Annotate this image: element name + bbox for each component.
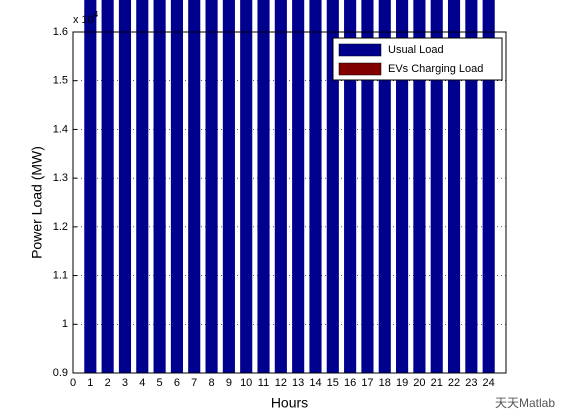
bar-segment [396, 0, 409, 373]
bar-segment [170, 0, 183, 374]
x-tick-label: 0 [70, 377, 76, 389]
bar-segment [84, 0, 97, 374]
bar-segment [222, 0, 235, 374]
watermark: 天天Matlab [495, 396, 555, 410]
x-tick-label: 4 [139, 377, 145, 389]
bar-segment [240, 0, 253, 373]
bar-segment [309, 0, 322, 373]
bar-segment [153, 0, 166, 373]
x-tick-label: 16 [344, 377, 356, 389]
x-tick-label: 10 [240, 377, 252, 389]
x-tick-label: 11 [258, 377, 269, 389]
x-tick-label: 1 [87, 377, 93, 389]
x-tick-label: 20 [413, 377, 425, 389]
bar-segment [378, 0, 391, 373]
x-tick-label: 18 [379, 377, 391, 389]
bar-segment [136, 0, 149, 373]
legend-swatch [338, 62, 382, 76]
bar-segment [430, 0, 443, 373]
x-tick-label: 23 [465, 377, 477, 389]
legend-swatch [338, 43, 382, 57]
x-tick-label: 6 [174, 377, 180, 389]
bar-segment [257, 0, 270, 373]
bar-segment [326, 0, 339, 373]
x-tick-label: 13 [292, 377, 304, 389]
x-tick-label: 24 [483, 377, 495, 389]
bar-segment [188, 0, 201, 373]
bar-segment [413, 0, 426, 373]
bar-segment [292, 0, 305, 373]
bar-segment [447, 0, 461, 373]
y-multiplier-exponent: 4 [94, 10, 99, 19]
x-tick-label: 2 [105, 377, 111, 389]
bar-segment [118, 0, 132, 373]
y-tick-label: 1.1 [53, 269, 68, 281]
x-axis-label: Hours [271, 395, 308, 411]
x-tick-label: 8 [208, 377, 214, 389]
y-tick-label: 1.5 [53, 75, 68, 87]
legend-label: EVs Charging Load [388, 63, 483, 75]
x-tick-label: 3 [122, 377, 128, 389]
y-tick-label: 1.2 [53, 221, 68, 233]
y-tick-label: 0.9 [53, 367, 68, 379]
x-tick-label: 14 [309, 377, 321, 389]
bar-segment [101, 0, 114, 373]
bar-segment [361, 0, 374, 374]
bar-segment [344, 0, 357, 373]
x-tick-label: 19 [396, 377, 408, 389]
y-axis-label: Power Load (MW) [29, 146, 45, 259]
legend-label: Usual Load [388, 44, 444, 56]
x-tick-label: 12 [275, 377, 287, 389]
y-tick-label: 1.4 [53, 123, 68, 135]
x-tick-label: 21 [431, 377, 443, 389]
plot-frame [72, 31, 507, 374]
x-tick-label: 22 [448, 377, 460, 389]
bar-segment [482, 0, 495, 374]
y-tick-label: 1.3 [53, 172, 68, 184]
x-tick-label: 5 [157, 377, 163, 389]
bar-segment [465, 0, 478, 373]
y-multiplier-base: x 10 [73, 14, 94, 26]
y-multiplier: x 104 [73, 10, 99, 26]
x-tick-label: 7 [191, 377, 197, 389]
bar-segment [274, 0, 287, 373]
x-tick-label: 15 [327, 377, 339, 389]
x-tick-label: 9 [226, 377, 232, 389]
x-tick-label: 17 [361, 377, 373, 389]
y-tick-label: 1.6 [53, 26, 68, 38]
y-tick-label: 1 [62, 318, 68, 330]
bar-segment [205, 0, 218, 373]
